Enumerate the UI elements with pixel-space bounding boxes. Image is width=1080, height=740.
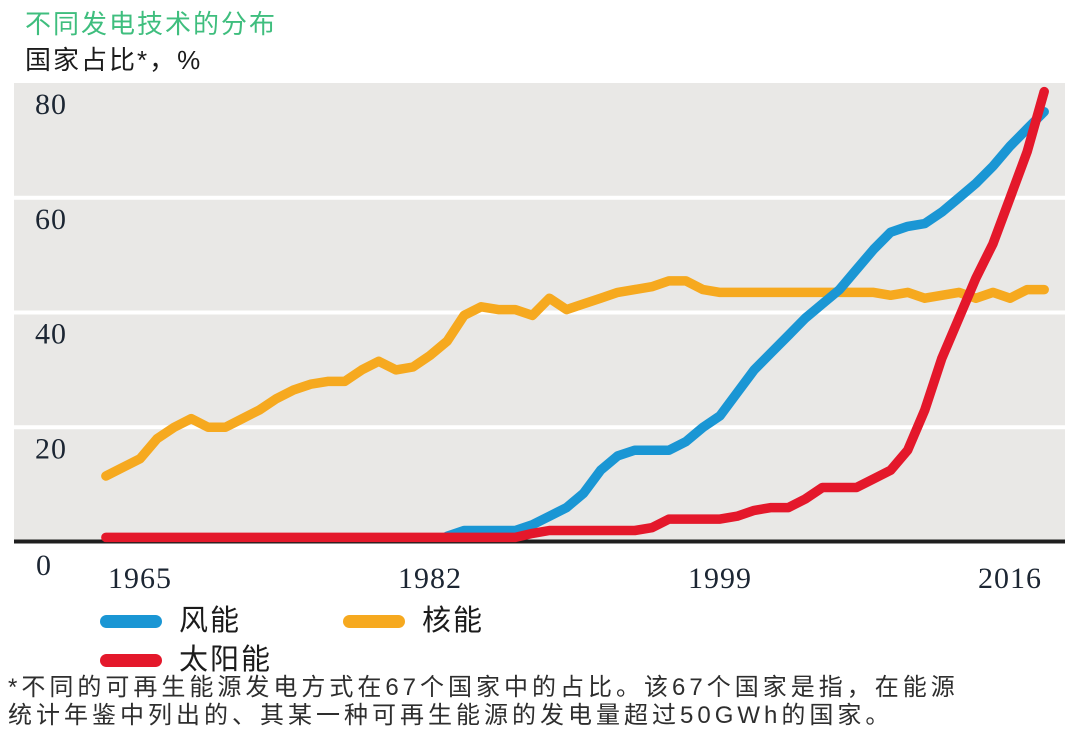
x-axis-line xyxy=(14,539,1065,544)
series-line-solar xyxy=(101,86,1049,543)
legend-item-wind: 风能 xyxy=(100,604,343,638)
legend-label-solar: 太阳能 xyxy=(179,644,273,676)
chart-subtitle: 国家占比*，% xyxy=(25,45,203,75)
chart-footnote: *不同的可再生能源发电方式在67个国家中的占比。该67个国家是指，在能源 统计年… xyxy=(8,674,1076,730)
chart-legend: 风能 核能 太阳能 xyxy=(100,604,484,677)
x-tick-label-1999: 1999 xyxy=(688,562,752,595)
legend-swatch-solar xyxy=(100,653,162,667)
legend-swatch-wind xyxy=(100,614,162,628)
line-chart: 80 60 40 20 0 1965 1982 1999 2016 xyxy=(14,83,1065,595)
chart-title: 不同发电技术的分布 xyxy=(25,9,278,39)
footnote-line-2: 统计年鉴中列出的、其某一种可再生能源的发电量超过50GWh的国家。 xyxy=(8,702,894,729)
series-line-wind xyxy=(442,106,1049,542)
y-tick-label-60: 60 xyxy=(35,203,67,236)
x-tick-label-2016: 2016 xyxy=(978,562,1042,595)
y-tick-label-40: 40 xyxy=(35,318,67,351)
legend-label-wind: 风能 xyxy=(179,605,242,637)
y-tick-label-80: 80 xyxy=(35,88,67,121)
legend-label-nuclear: 核能 xyxy=(422,605,485,637)
footnote-line-1: *不同的可再生能源发电方式在67个国家中的占比。该67个国家是指，在能源 xyxy=(8,674,959,701)
legend-item-solar: 太阳能 xyxy=(100,643,343,677)
legend-swatch-nuclear xyxy=(343,614,405,628)
legend-item-nuclear: 核能 xyxy=(343,604,484,638)
x-tick-label-1982: 1982 xyxy=(398,562,462,595)
series-line-nuclear xyxy=(101,276,1049,481)
x-tick-label-1965: 1965 xyxy=(108,562,172,595)
y-tick-label-0: 0 xyxy=(36,549,52,582)
y-tick-label-20: 20 xyxy=(35,432,67,465)
